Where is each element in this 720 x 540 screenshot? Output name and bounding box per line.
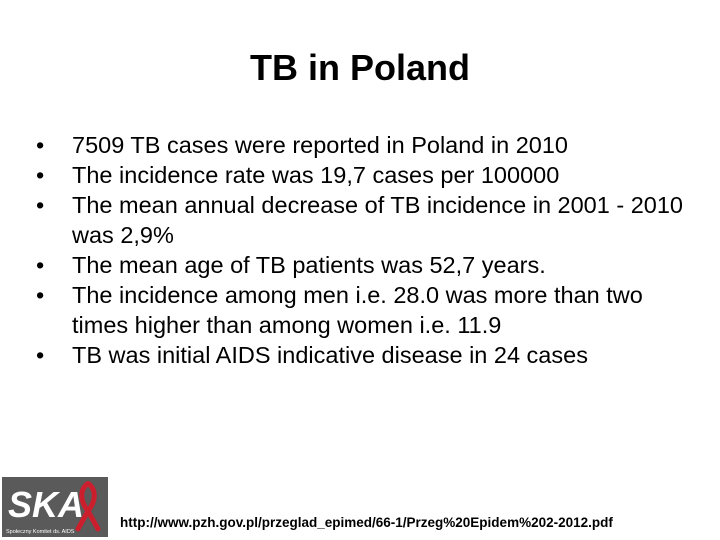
- bullet-text: The mean annual decrease of TB incidence…: [72, 192, 683, 248]
- bullet-text: TB was initial AIDS indicative disease i…: [72, 342, 588, 368]
- bullet-list: • 7509 TB cases were reported in Poland i…: [36, 130, 696, 370]
- bullet-marker: •: [36, 282, 45, 308]
- bullet-item: • The incidence among men i.e. 28.0 was m…: [36, 280, 696, 340]
- logo-subtitle: Społeczny Komitet ds. AIDS: [6, 529, 75, 535]
- logo-text: SKA: [8, 484, 84, 525]
- bullet-text: The incidence rate was 19,7 cases per 10…: [72, 162, 560, 188]
- source-link[interactable]: http://www.pzh.gov.pl/przeglad_epimed/66…: [120, 515, 613, 530]
- ska-logo: SKA Społeczny Komitet ds. AIDS: [2, 477, 108, 537]
- bullet-item: • 7509 TB cases were reported in Poland i…: [36, 130, 696, 160]
- slide-title: TB in Poland: [250, 47, 470, 88]
- bullet-marker: •: [36, 252, 45, 278]
- bullet-marker: •: [36, 162, 45, 188]
- bullet-item: • The mean age of TB patients was 52,7 ye…: [36, 250, 696, 280]
- bullet-text: The incidence among men i.e. 28.0 was mo…: [72, 282, 643, 338]
- bullet-item: • The incidence rate was 19,7 cases per 1…: [36, 160, 696, 190]
- ska-logo-graphic: SKA Społeczny Komitet ds. AIDS: [2, 477, 108, 537]
- bullet-marker: •: [36, 342, 45, 368]
- bullet-marker: •: [36, 132, 45, 158]
- bullet-text: The mean age of TB patients was 52,7 yea…: [72, 252, 546, 278]
- bullet-item: • The mean annual decrease of TB incidenc…: [36, 190, 696, 250]
- bullet-marker: •: [36, 192, 45, 218]
- bullet-text: 7509 TB cases were reported in Poland in…: [72, 132, 569, 158]
- red-ribbon-icon: [75, 481, 101, 532]
- bullet-item: • TB was initial AIDS indicative disease …: [36, 340, 696, 370]
